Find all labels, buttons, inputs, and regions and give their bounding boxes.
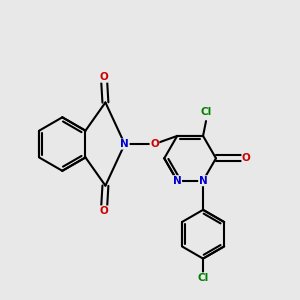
Text: O: O (100, 72, 108, 82)
Text: Cl: Cl (197, 273, 209, 283)
Text: Cl: Cl (200, 106, 212, 117)
Text: O: O (150, 139, 159, 149)
Text: O: O (100, 206, 108, 216)
Text: O: O (242, 153, 251, 163)
Text: N: N (120, 139, 129, 149)
Text: N: N (199, 176, 207, 186)
Text: N: N (173, 176, 182, 186)
